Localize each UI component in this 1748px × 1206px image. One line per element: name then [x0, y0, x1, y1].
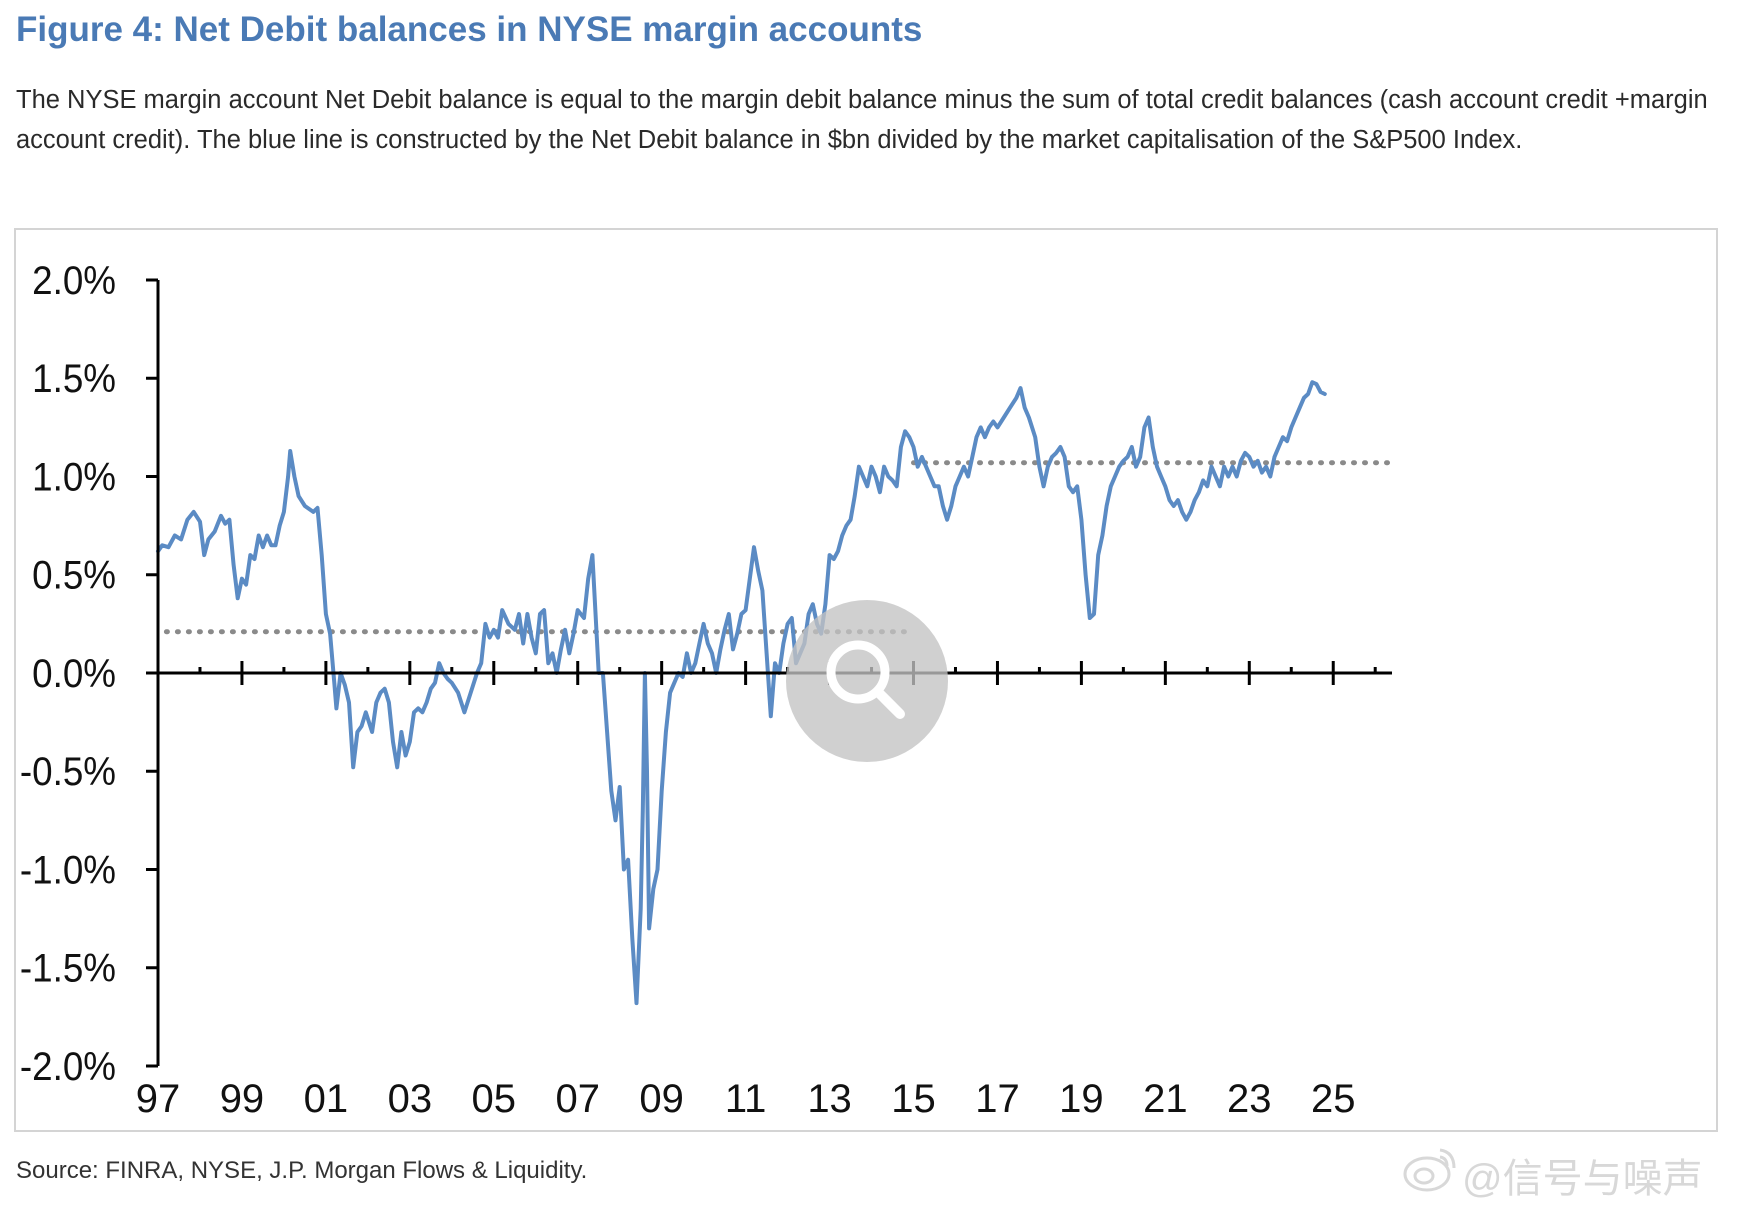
watermark: @信号与噪声: [1400, 1140, 1740, 1201]
x-tick-label: 21: [1143, 1077, 1188, 1121]
source-note: Source: FINRA, NYSE, J.P. Morgan Flows &…: [16, 1157, 588, 1184]
x-tick-label: 97: [136, 1077, 181, 1121]
chart-frame: [14, 228, 1718, 1132]
watermark-text: @信号与噪声: [1462, 1157, 1703, 1201]
x-tick-label: 19: [1059, 1077, 1104, 1121]
y-tick-label: 1.0%: [32, 455, 116, 500]
y-tick-label: 0.0%: [32, 652, 116, 697]
x-tick-label: 07: [555, 1077, 600, 1121]
y-tick-label: 1.5%: [32, 357, 116, 402]
weibo-logo-icon: [1403, 1148, 1456, 1192]
series-layer: [156, 380, 1327, 1006]
y-tick-label: -0.5%: [20, 750, 116, 795]
x-tick-label: 23: [1227, 1077, 1272, 1121]
x-tick-label: 99: [220, 1077, 265, 1121]
x-tick-label: 03: [388, 1077, 433, 1121]
x-tick-label: 15: [891, 1077, 936, 1121]
magnifier-glyph: [826, 640, 905, 719]
x-tick-label: 05: [472, 1077, 517, 1121]
tick-labels: 2.0% 1.5% 1.0% 0.5% 0.0% -0.5% -1.0% -1.5% -2.0%…: [20, 259, 1356, 1121]
x-tick-label: 01: [304, 1077, 349, 1121]
figure-title: Figure 4: Net Debit balances in NYSE mar…: [16, 10, 923, 49]
x-tick-label: 17: [975, 1077, 1020, 1121]
y-tick-label: -1.0%: [20, 848, 116, 893]
reference-lines: [163, 460, 1391, 635]
y-tick-label: 2.0%: [32, 259, 116, 304]
magnifier-zoom-icon[interactable]: [786, 600, 948, 762]
y-tick-label: -1.5%: [20, 946, 116, 991]
y-tick-label: -2.0%: [20, 1045, 116, 1090]
series-line-1: [156, 380, 1327, 1006]
axes: [146, 278, 1392, 1068]
x-tick-label: 13: [807, 1077, 852, 1121]
figure-description: The NYSE margin account Net Debit balanc…: [16, 86, 1708, 154]
y-tick-label: 0.5%: [32, 553, 116, 598]
x-tick-label: 25: [1311, 1077, 1356, 1121]
x-tick-label: 11: [725, 1077, 767, 1121]
x-tick-label: 09: [639, 1077, 684, 1121]
